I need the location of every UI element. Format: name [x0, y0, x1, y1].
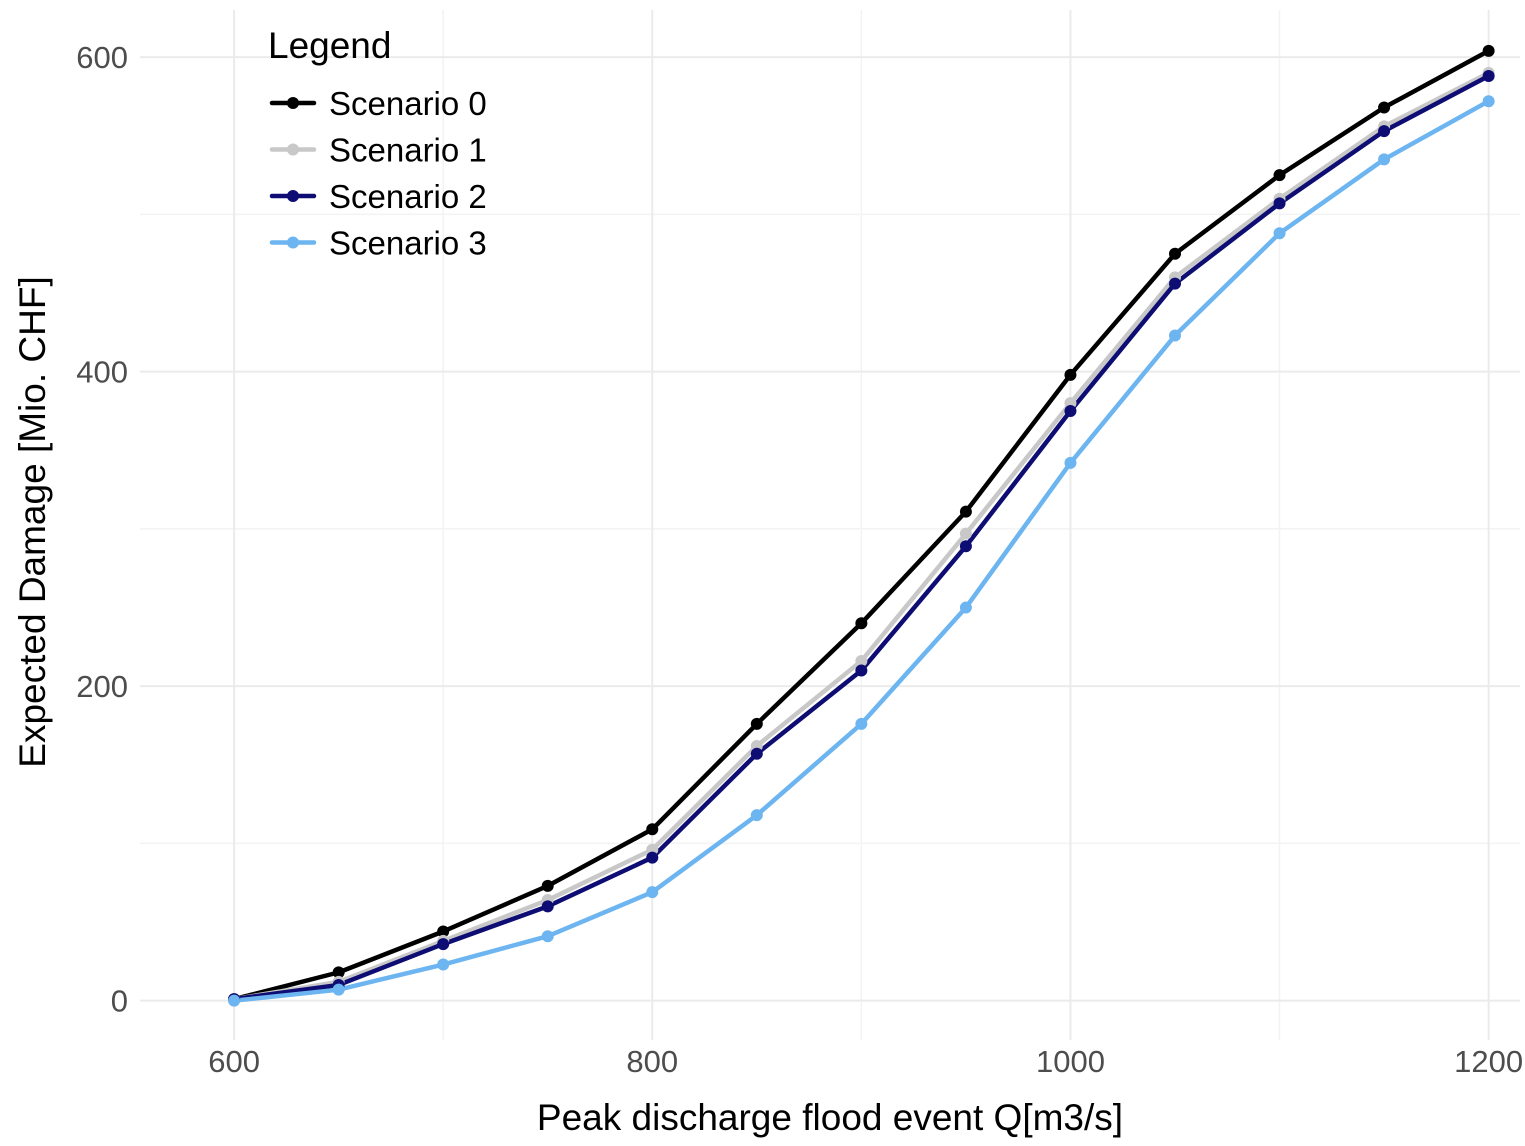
- legend-key-point-scenario-1: [287, 143, 299, 156]
- major-gridlines: [140, 10, 1520, 1040]
- scenario-0-point: [959, 505, 972, 518]
- scenario-0-point: [1273, 169, 1286, 182]
- x-tick-label: 600: [208, 1044, 260, 1079]
- scenario-3-point: [1273, 227, 1286, 240]
- legend-label-scenario-0: Scenario 0: [329, 85, 487, 122]
- scenario-1-point: [855, 655, 868, 668]
- scenario-0-point: [1482, 44, 1495, 57]
- legend-label-scenario-3: Scenario 3: [329, 225, 487, 262]
- scenario-3-point: [646, 886, 659, 899]
- scenario-2-point: [646, 851, 659, 864]
- x-axis-tick-labels: 600 800 1000 1200: [208, 1044, 1523, 1079]
- y-tick-label: 200: [76, 669, 128, 704]
- legend-label-scenario-1: Scenario 1: [329, 132, 487, 169]
- scenario-3-point: [750, 809, 763, 822]
- scenario-0-point: [1169, 247, 1181, 260]
- legend-title: Legend: [268, 25, 391, 66]
- legend-key-point-scenario-0: [287, 97, 299, 109]
- scenario-3-point: [1482, 95, 1495, 108]
- x-axis-title: Peak discharge flood event Q[m3/s]: [537, 1097, 1123, 1138]
- legend-key-point-scenario-3: [287, 236, 299, 249]
- scenario-3-point: [855, 717, 868, 730]
- x-tick-label: 1000: [1036, 1044, 1105, 1079]
- scenario-2-point: [1273, 197, 1286, 210]
- scenario-1-point: [959, 527, 972, 540]
- scenario-2-point: [959, 540, 972, 553]
- scenario-0-point: [1064, 368, 1077, 381]
- scenario-3-point: [959, 601, 972, 614]
- scenario-0-point: [541, 879, 554, 892]
- y-axis-title: Expected Damage [Mio. CHF]: [12, 276, 53, 767]
- y-axis-tick-labels: 0 200 400 600: [76, 40, 128, 1019]
- scenario-2-point: [855, 664, 868, 677]
- scenario-2-point: [1378, 125, 1391, 138]
- scenario-2-point: [541, 900, 554, 913]
- scenario-0-point: [437, 925, 450, 938]
- legend-key-point-scenario-2: [287, 190, 299, 202]
- x-tick-label: 800: [626, 1044, 678, 1079]
- legend: Legend Scenario 0 Scenario 1 Scenario 2 Sce…: [268, 25, 487, 262]
- scenario-2-point: [1064, 404, 1077, 417]
- scenario-3-point: [541, 930, 554, 943]
- x-tick-label: 1200: [1454, 1044, 1523, 1079]
- scenario-3-point: [437, 958, 450, 971]
- scenario-2-point: [750, 747, 763, 760]
- scenario-3-point: [1064, 456, 1077, 469]
- scenario-0-point: [646, 823, 659, 836]
- y-tick-label: 400: [76, 355, 128, 390]
- scenario-0-point: [332, 966, 345, 979]
- y-tick-label: 600: [76, 40, 128, 75]
- minor-gridlines: [140, 10, 1520, 1040]
- scenario-2-point: [437, 938, 450, 951]
- scenario-0-point: [1378, 101, 1391, 114]
- scenario-0-point: [750, 717, 763, 730]
- scenario-2-point: [1169, 277, 1181, 290]
- scenario-3-point: [1169, 329, 1181, 342]
- scenario-3-point: [1378, 153, 1391, 166]
- legend-label-scenario-2: Scenario 2: [329, 178, 487, 215]
- scenario-3-point: [228, 994, 241, 1007]
- scenario-3-point: [332, 983, 345, 996]
- series-points: [228, 44, 1495, 1007]
- scenario-0-point: [855, 617, 868, 630]
- scenario-2-point: [1482, 70, 1495, 83]
- y-tick-label: 0: [111, 984, 128, 1019]
